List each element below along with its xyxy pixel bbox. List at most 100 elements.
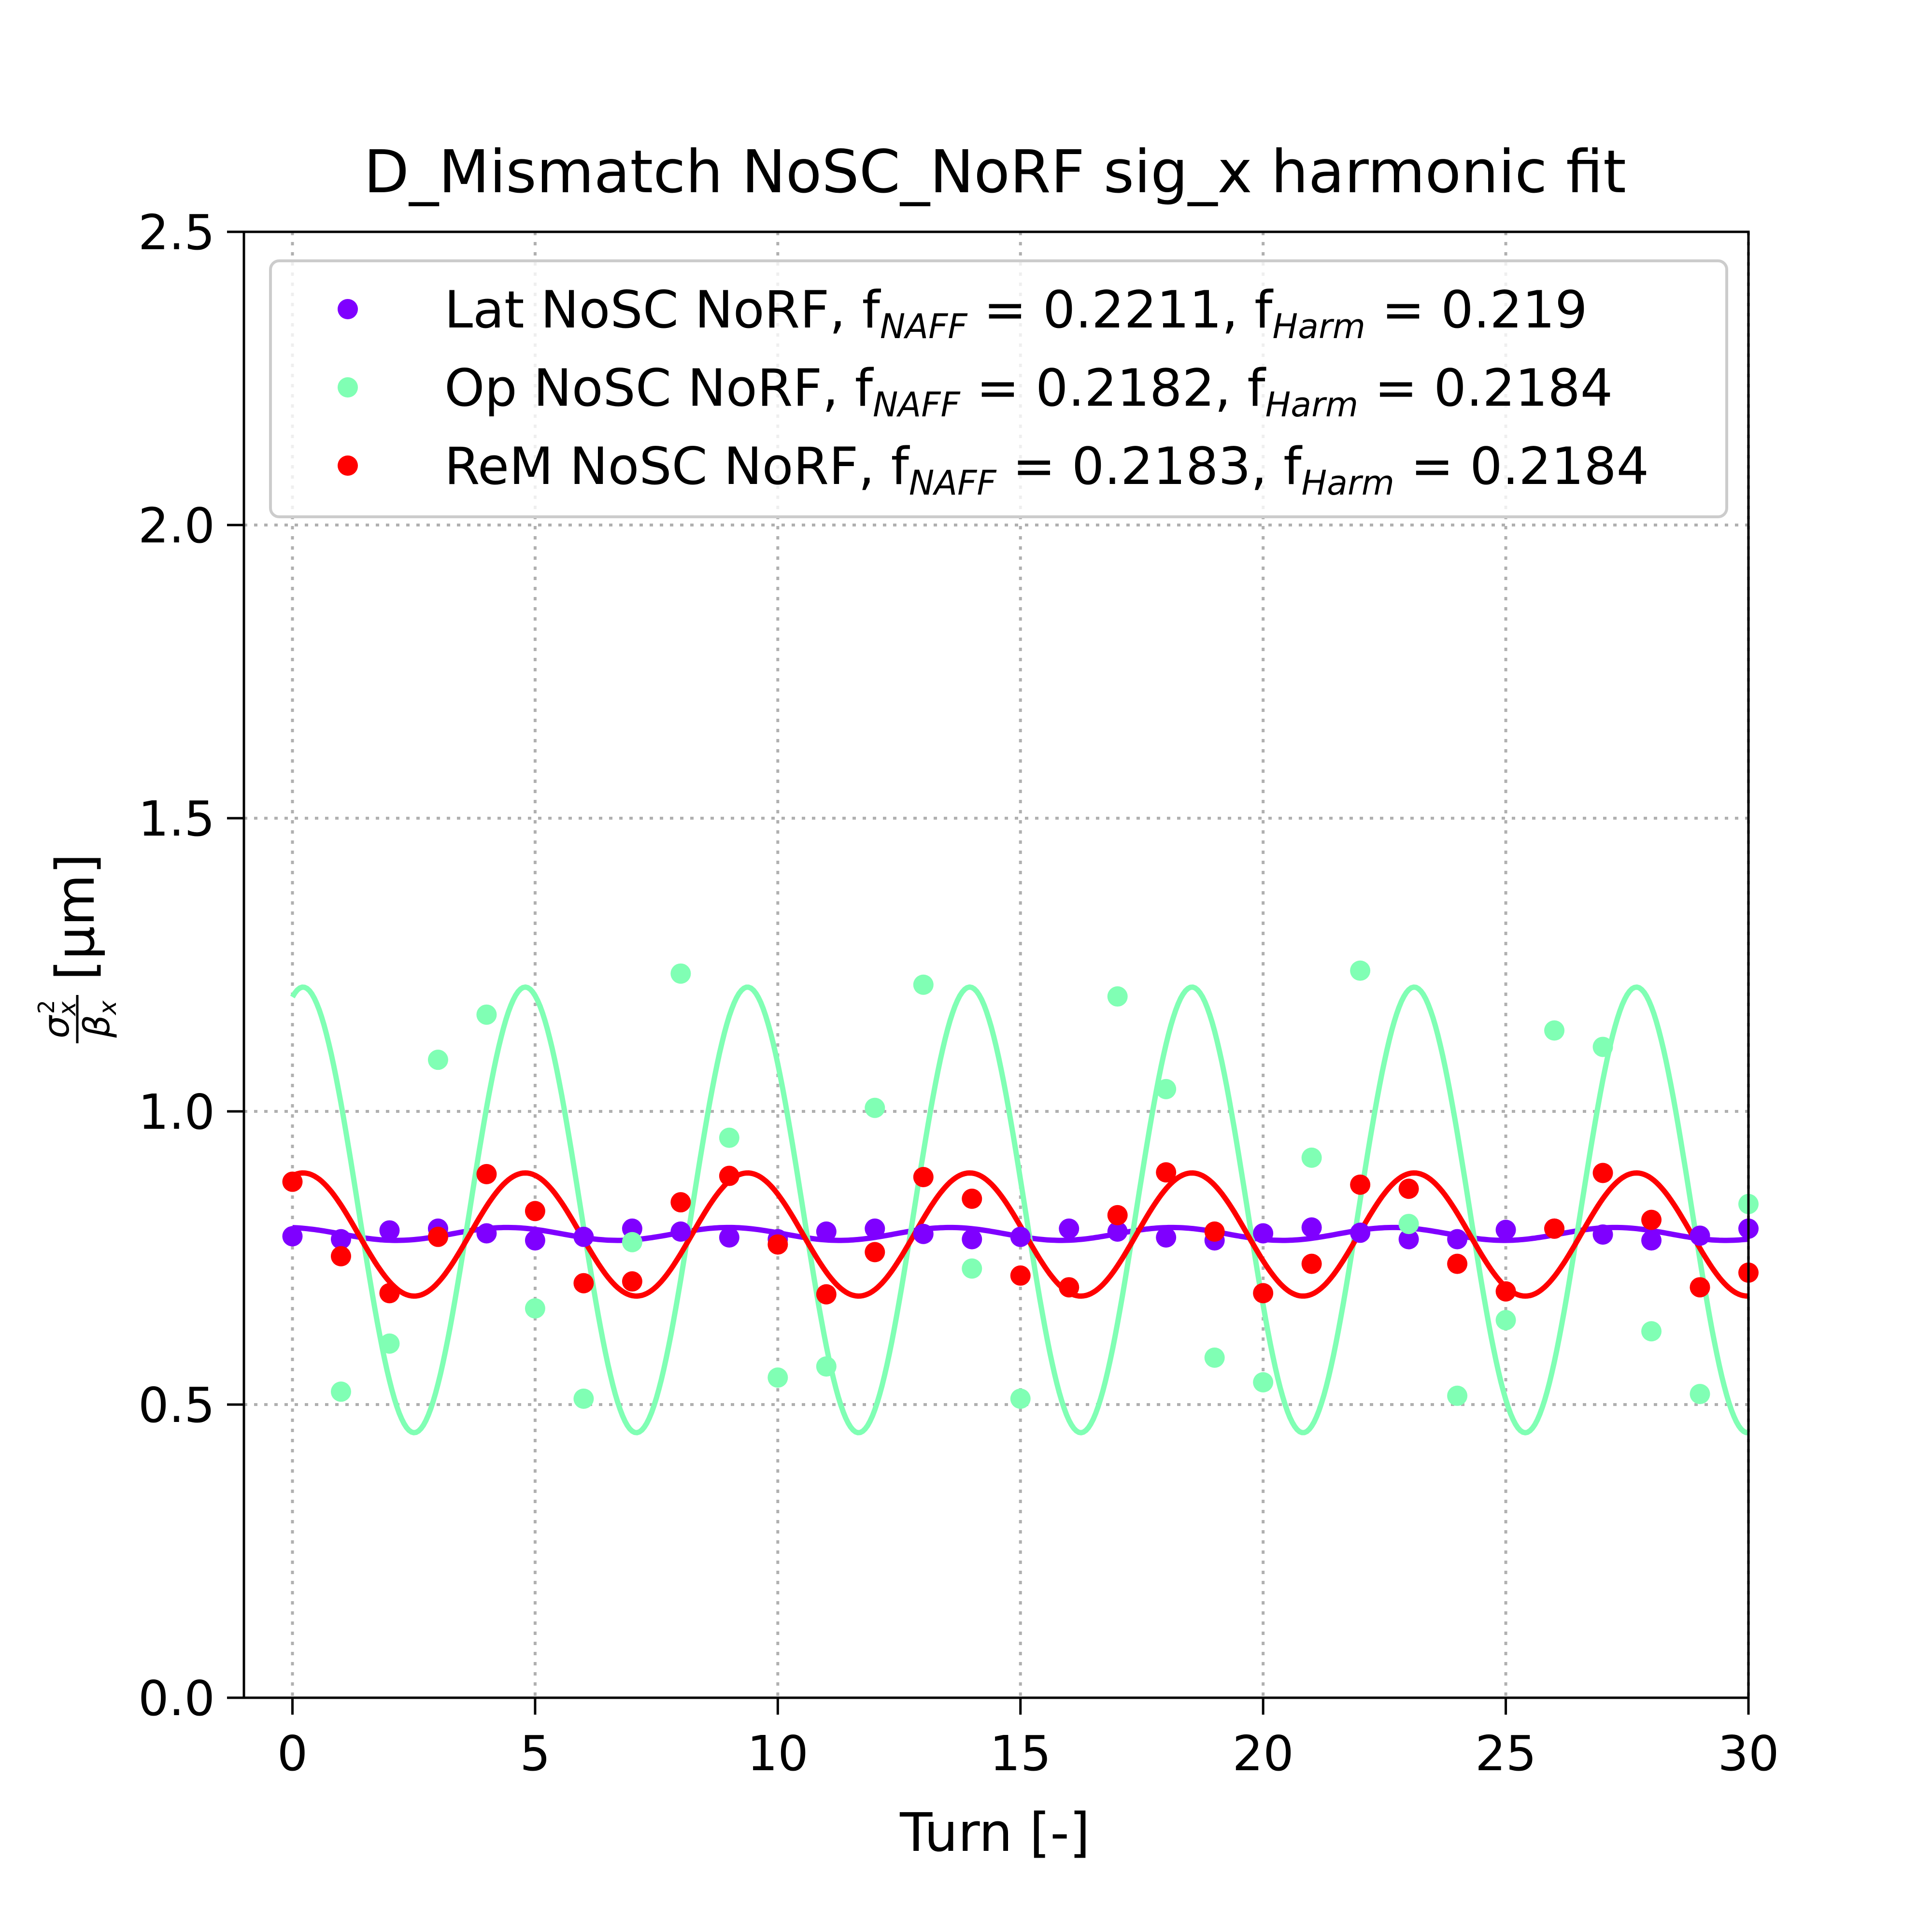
data-point [1010,1265,1031,1286]
data-point [525,1230,545,1251]
data-point [573,1273,594,1293]
data-point [962,1258,982,1279]
data-point [1641,1209,1662,1230]
data-point [865,1242,885,1263]
data-point [767,1234,788,1255]
data-point [1592,1163,1613,1183]
x-tick-label: 15 [990,1725,1051,1782]
data-point [913,1223,934,1244]
legend-label-subscript: Harm [1272,307,1365,346]
data-point [1447,1253,1468,1274]
data-point [1204,1221,1225,1242]
y-axis-label-units: [μm] [44,853,106,980]
data-point [330,1381,351,1402]
legend-label-subscript: Harm [1301,463,1394,503]
legend-label-subscript: NAFF [909,463,997,503]
y-tick-label: 0.0 [138,1670,215,1727]
data-point [282,1171,303,1192]
data-point [913,1166,934,1187]
data-point [913,974,934,995]
y-label-sigma-sup: 2 [33,1000,59,1014]
x-tick-label: 0 [277,1725,308,1782]
data-point [1253,1372,1274,1392]
data-point [1495,1281,1516,1302]
data-point [427,1226,448,1247]
data-point [330,1246,351,1266]
y-axis-ticks: 0.0 0.5 1.0 1.5 2.0 2.5 [138,204,244,1727]
data-point [1301,1253,1322,1274]
legend-label-part: Op NoSC NoRF, f [444,358,874,418]
data-point [282,1226,303,1247]
data-point [379,1333,400,1354]
data-point [476,1004,497,1025]
data-point [330,1229,351,1250]
data-point [1107,986,1128,1007]
legend-label-subscript: NAFF [873,385,961,425]
data-point [719,1227,739,1248]
data-point [816,1356,837,1377]
data-point [1350,1174,1371,1195]
data-point [816,1221,837,1242]
data-point [1641,1321,1662,1342]
x-tick-label: 20 [1233,1725,1294,1782]
data-point [525,1298,545,1319]
legend-label: Op NoSC NoRF, fNAFF = 0.2182, fHarm = 0.… [444,358,1613,425]
legend-label-part: = 0.2184 [1358,358,1613,418]
data-point [1447,1385,1468,1406]
y-tick-label: 2.5 [138,204,215,261]
data-point [670,1221,691,1242]
legend-label-subscript: Harm [1265,385,1359,425]
data-point [719,1165,739,1186]
y-axis-label: σx2 βx [μm] [33,853,122,1043]
data-point [1544,1218,1565,1239]
y-tick-label: 1.0 [138,1084,215,1140]
data-point [573,1226,594,1247]
x-tick-label: 5 [520,1725,551,1782]
legend-label: ReM NoSC NoRF, fNAFF = 0.2183, fHarm = 0… [444,437,1649,503]
data-point [1544,1020,1565,1041]
data-point [1107,1205,1128,1225]
data-point [1156,1162,1177,1183]
y-tick-label: 0.5 [138,1377,215,1434]
data-point [1253,1283,1274,1304]
data-point [1350,960,1371,981]
data-point [1592,1037,1613,1057]
data-point [476,1164,497,1184]
legend-marker [338,377,358,398]
y-axis-label-numerator: σx2 [33,1000,81,1038]
data-points [282,960,1759,1409]
data-point [1398,1214,1419,1235]
data-point [865,1218,885,1239]
y-label-beta: β [76,1015,118,1038]
data-point [767,1367,788,1388]
data-point [1059,1277,1080,1298]
legend-marker [338,455,358,476]
data-point [622,1232,642,1252]
data-point [1641,1230,1662,1251]
data-point [1010,1388,1031,1409]
data-point [962,1188,982,1209]
data-point [1253,1223,1274,1244]
data-point [525,1201,545,1222]
data-point [1301,1147,1322,1168]
data-point [1690,1225,1710,1246]
data-point [622,1271,642,1292]
x-axis-label: Turn [-] [899,1802,1090,1863]
data-point [865,1097,885,1118]
fit-curve [290,984,1749,1435]
data-point [1301,1217,1322,1238]
data-point [1495,1220,1516,1240]
data-point [1398,1179,1419,1199]
data-point [1107,1221,1128,1242]
data-point [1495,1310,1516,1331]
data-point [1690,1384,1710,1405]
data-point [1156,1079,1177,1099]
legend-label: Lat NoSC NoRF, fNAFF = 0.2211, fHarm = 0… [444,280,1588,346]
legend-label-subscript: NAFF [880,307,968,346]
data-point [1690,1277,1710,1298]
legend-label-part: Lat NoSC NoRF, f [444,280,881,340]
legend-label-part: = 0.219 [1365,280,1588,340]
data-point [719,1127,739,1148]
x-tick-label: 25 [1475,1725,1536,1782]
